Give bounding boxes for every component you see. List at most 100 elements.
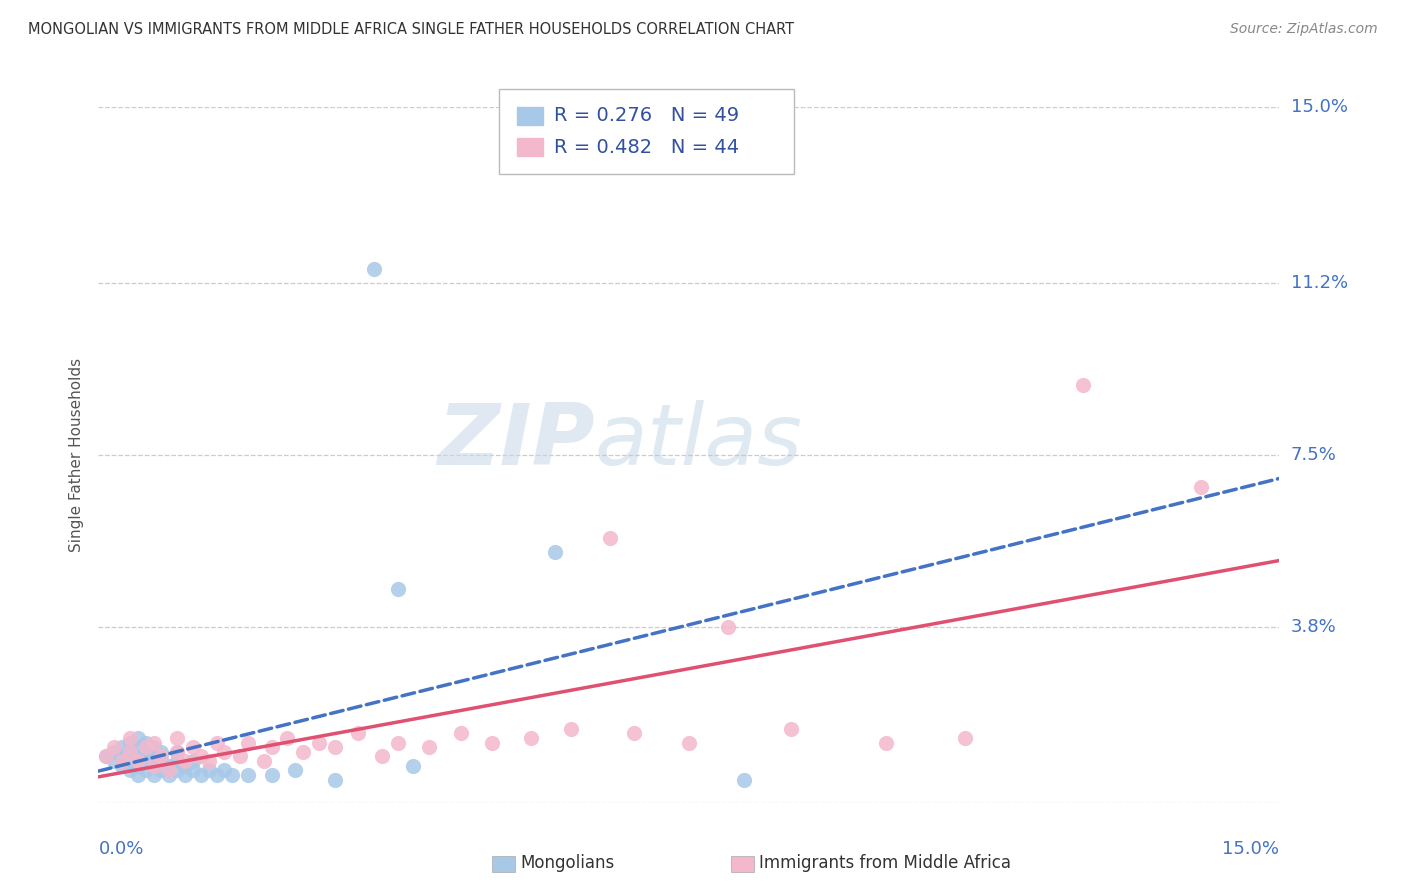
- Point: [157, 764, 180, 778]
- Point: [190, 749, 212, 764]
- Text: 7.5%: 7.5%: [1291, 446, 1337, 464]
- Point: [323, 772, 346, 787]
- Point: [127, 754, 149, 768]
- Point: [174, 768, 197, 782]
- Point: [142, 758, 165, 772]
- Point: [96, 749, 118, 764]
- Point: [150, 754, 173, 768]
- Point: [118, 745, 141, 759]
- Point: [276, 731, 298, 745]
- Text: Immigrants from Middle Africa: Immigrants from Middle Africa: [759, 855, 1011, 872]
- Point: [181, 764, 204, 778]
- Point: [166, 754, 188, 768]
- Text: R = 0.482   N = 44: R = 0.482 N = 44: [554, 137, 740, 157]
- Point: [127, 758, 149, 772]
- Point: [253, 754, 276, 768]
- Point: [166, 764, 188, 778]
- Point: [142, 740, 165, 755]
- Point: [205, 735, 228, 749]
- Point: [214, 764, 236, 778]
- Point: [229, 749, 252, 764]
- Point: [142, 758, 165, 772]
- Point: [236, 735, 259, 749]
- Text: 15.0%: 15.0%: [1222, 840, 1279, 858]
- Point: [450, 726, 472, 740]
- Point: [166, 745, 188, 759]
- Point: [717, 619, 740, 633]
- Text: 3.8%: 3.8%: [1291, 617, 1336, 635]
- Point: [111, 754, 134, 768]
- Point: [103, 754, 125, 768]
- Point: [214, 745, 236, 759]
- Point: [402, 758, 425, 772]
- Point: [150, 745, 173, 759]
- Point: [127, 740, 149, 755]
- Point: [197, 754, 219, 768]
- Point: [127, 768, 149, 782]
- Point: [111, 749, 134, 764]
- Point: [520, 731, 543, 745]
- Point: [135, 735, 157, 749]
- Point: [174, 758, 197, 772]
- Point: [135, 745, 157, 759]
- Text: atlas: atlas: [595, 400, 803, 483]
- Point: [174, 754, 197, 768]
- Point: [135, 764, 157, 778]
- Text: Single Father Households: Single Father Households: [69, 358, 84, 552]
- Point: [142, 749, 165, 764]
- Text: 15.0%: 15.0%: [1291, 98, 1347, 116]
- Point: [142, 768, 165, 782]
- Point: [103, 745, 125, 759]
- Point: [308, 735, 330, 749]
- Point: [875, 735, 897, 749]
- Point: [363, 262, 385, 277]
- Point: [150, 749, 173, 764]
- Point: [323, 740, 346, 755]
- Text: R = 0.276   N = 49: R = 0.276 N = 49: [554, 106, 740, 126]
- Point: [96, 749, 118, 764]
- Point: [181, 740, 204, 755]
- Point: [347, 726, 370, 740]
- Point: [157, 758, 180, 772]
- Point: [560, 722, 582, 736]
- Point: [953, 731, 976, 745]
- Point: [371, 749, 394, 764]
- Point: [127, 731, 149, 745]
- Point: [236, 768, 259, 782]
- Point: [260, 768, 283, 782]
- Point: [103, 740, 125, 755]
- Point: [166, 745, 188, 759]
- Point: [150, 764, 173, 778]
- Text: 0.0%: 0.0%: [98, 840, 143, 858]
- Text: Mongolians: Mongolians: [520, 855, 614, 872]
- Point: [135, 754, 157, 768]
- Point: [418, 740, 440, 755]
- Point: [599, 532, 621, 546]
- Point: [387, 582, 409, 597]
- Point: [623, 726, 645, 740]
- Point: [733, 772, 755, 787]
- Point: [127, 749, 149, 764]
- Point: [221, 768, 243, 782]
- Point: [118, 731, 141, 745]
- Point: [544, 545, 567, 559]
- Text: MONGOLIAN VS IMMIGRANTS FROM MIDDLE AFRICA SINGLE FATHER HOUSEHOLDS CORRELATION : MONGOLIAN VS IMMIGRANTS FROM MIDDLE AFRI…: [28, 22, 794, 37]
- Point: [166, 731, 188, 745]
- Point: [292, 745, 315, 759]
- Point: [135, 740, 157, 755]
- Point: [284, 764, 307, 778]
- Text: 11.2%: 11.2%: [1291, 275, 1348, 293]
- Text: Source: ZipAtlas.com: Source: ZipAtlas.com: [1230, 22, 1378, 37]
- Point: [481, 735, 503, 749]
- Point: [387, 735, 409, 749]
- Point: [1189, 480, 1212, 494]
- Point: [118, 764, 141, 778]
- Point: [181, 754, 204, 768]
- Point: [157, 768, 180, 782]
- Point: [118, 735, 141, 749]
- Point: [260, 740, 283, 755]
- Point: [678, 735, 700, 749]
- Point: [190, 768, 212, 782]
- Point: [142, 735, 165, 749]
- Point: [111, 758, 134, 772]
